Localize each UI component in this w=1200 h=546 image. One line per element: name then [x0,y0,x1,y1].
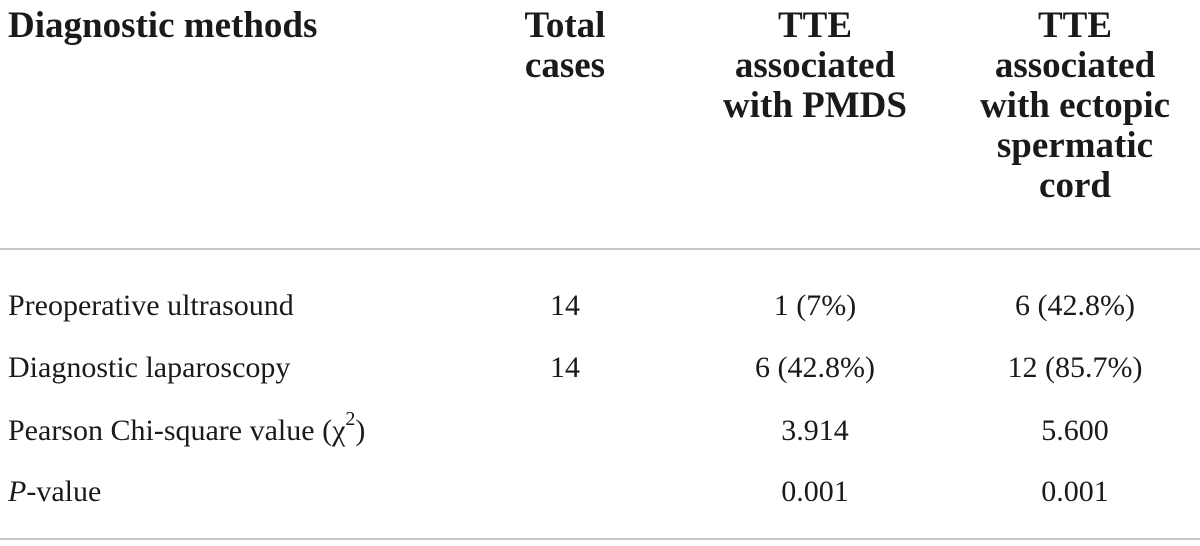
table-row: Diagnostic laparoscopy 14 6 (42.8%) 12 (… [0,346,1200,390]
cell-total: 14 [550,289,580,322]
header-total-cases: Total cases [470,6,660,86]
row-label: Pearson Chi-square value (χ2) [8,409,365,453]
p-letter: P [8,475,27,508]
header-ectopic-line1: TTE [1037,5,1113,46]
cell-ectopic: 12 (85.7%) [1007,351,1143,384]
header-diagnostic-methods: Diagnostic methods [8,5,318,46]
header-divider [0,248,1200,250]
cell-ectopic: 0.001 [1041,475,1109,508]
header-pmds-line2: associated [734,45,896,86]
table-row: P-value 0.001 0.001 [0,470,1200,514]
row-label: Diagnostic laparoscopy [8,351,291,384]
cell-pmds: 3.914 [781,414,849,447]
chi-square-exponent: 2 [345,408,356,430]
header-tte-ectopic: TTE associated with ectopic spermatic co… [955,6,1195,206]
header-total-line1: Total [524,5,606,46]
row-label: P-value [8,470,101,514]
header-total-line2: cases [524,45,606,86]
cell-ectopic: 5.600 [1041,414,1109,447]
cell-pmds: 0.001 [781,475,849,508]
cell-pmds: 6 (42.8%) [755,351,875,384]
header-ectopic-line2: associated [994,45,1156,86]
header-pmds-line1: TTE [777,5,853,46]
chi-square-label: Pearson Chi-square value (χ [8,414,346,447]
header-tte-pmds: TTE associated with PMDS [700,6,930,126]
header-ectopic-line4: spermatic [996,125,1154,166]
table-row: Preoperative ultrasound 14 1 (7%) 6 (42.… [0,284,1200,328]
table-bottom-divider [0,538,1200,540]
row-label: Preoperative ultrasound [8,289,294,322]
cell-pmds: 1 (7%) [773,289,857,322]
p-value-label: -value [26,475,102,508]
table-row: Pearson Chi-square value (χ2) 3.914 5.60… [0,409,1200,453]
cell-total: 14 [550,351,580,384]
chi-square-paren: ) [355,414,366,447]
header-ectopic-line3: with ectopic [979,85,1171,126]
cell-ectopic: 6 (42.8%) [1015,289,1135,322]
header-pmds-line3: with PMDS [723,85,907,126]
header-ectopic-line5: cord [1039,165,1111,206]
